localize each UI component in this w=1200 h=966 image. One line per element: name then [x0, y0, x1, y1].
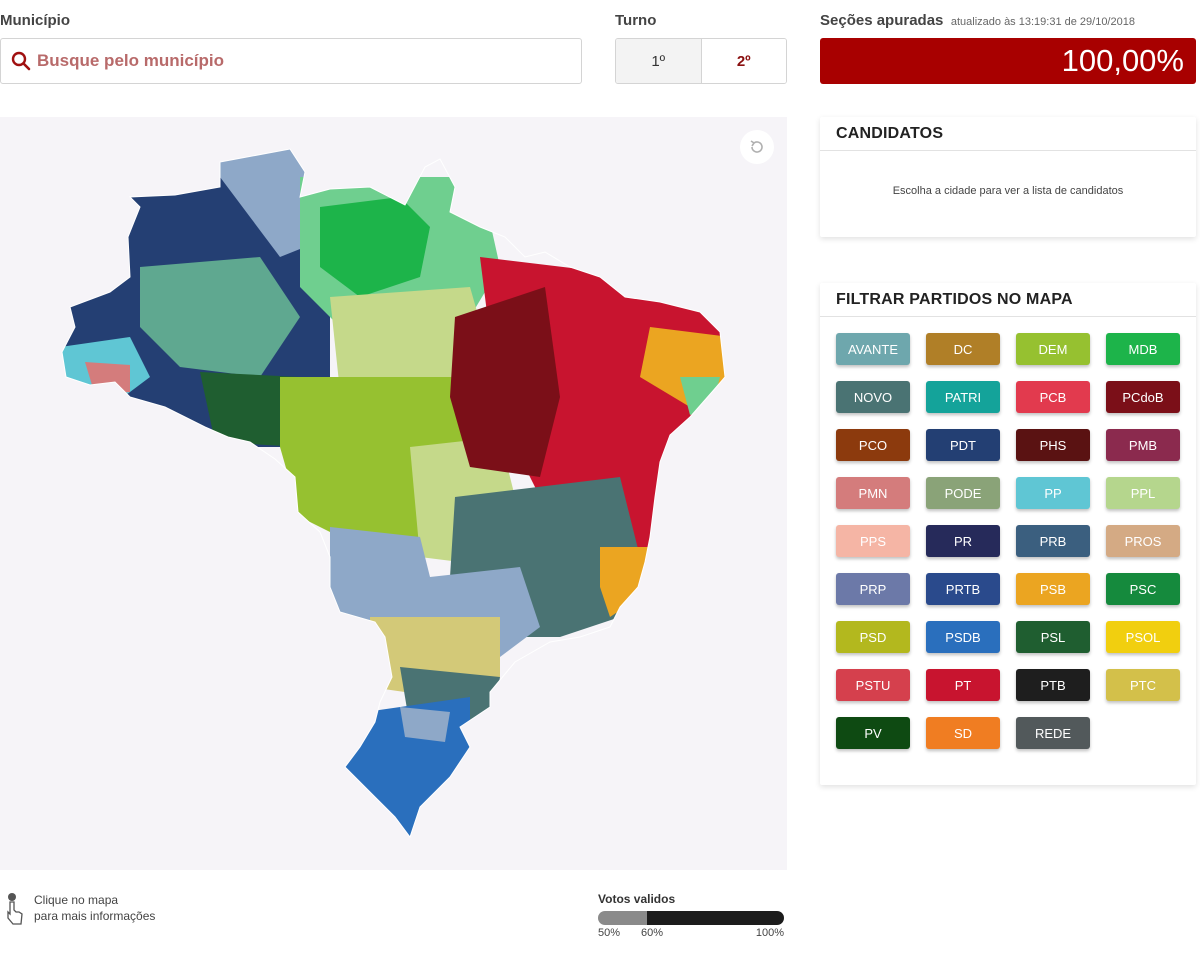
party-filter-pt[interactable]: PT: [926, 669, 1000, 701]
party-filter-ptb[interactable]: PTB: [1016, 669, 1090, 701]
party-filter-pr[interactable]: PR: [926, 525, 1000, 557]
map-region-rs[interactable]: [330, 697, 470, 847]
party-filter-novo[interactable]: NOVO: [836, 381, 910, 413]
filtro-title: FILTRAR PARTIDOS NO MAPA: [820, 283, 1196, 317]
hint-line-2: para mais informações: [34, 909, 156, 923]
votos-title: Votos validos: [598, 892, 676, 906]
secoes-header: Seções apuradas atualizado às 13:19:31 d…: [820, 12, 1135, 30]
votos-scale-high: [647, 911, 784, 925]
turno-2-button[interactable]: 2º: [701, 39, 786, 83]
party-filter-ppl[interactable]: PPL: [1106, 477, 1180, 509]
refresh-icon: [750, 140, 763, 153]
reset-view-button[interactable]: [740, 130, 774, 164]
map-region-ms[interactable]: [330, 527, 440, 637]
party-filter-patri[interactable]: PATRI: [926, 381, 1000, 413]
party-filter-dem[interactable]: DEM: [1016, 333, 1090, 365]
party-filter-pv[interactable]: PV: [836, 717, 910, 749]
secoes-progress: 100,00%: [820, 38, 1196, 84]
votos-scale-low: [598, 911, 647, 925]
party-filter-pp[interactable]: PP: [1016, 477, 1090, 509]
map-region-amapa[interactable]: [320, 197, 430, 297]
filtro-card: FILTRAR PARTIDOS NO MAPA AVANTE DC DEM MDB N…: [820, 283, 1196, 785]
party-filter-psl[interactable]: PSL: [1016, 621, 1090, 653]
party-filter-pmn[interactable]: PMN: [836, 477, 910, 509]
party-filter-pdt[interactable]: PDT: [926, 429, 1000, 461]
party-filter-prb[interactable]: PRB: [1016, 525, 1090, 557]
party-filter-psdb[interactable]: PSDB: [926, 621, 1000, 653]
party-filter-pps[interactable]: PPS: [836, 525, 910, 557]
party-filter-pmb[interactable]: PMB: [1106, 429, 1180, 461]
votos-ticks: 50% 60% 100%: [598, 927, 784, 941]
votos-tick-50: 50%: [598, 927, 621, 939]
votos-legend: Votos validos 50% 60% 100%: [598, 892, 784, 941]
party-filter-psb[interactable]: PSB: [1016, 573, 1090, 605]
party-filter-psol[interactable]: PSOL: [1106, 621, 1180, 653]
party-filter-mdb[interactable]: MDB: [1106, 333, 1180, 365]
party-filter-pcb[interactable]: PCB: [1016, 381, 1090, 413]
search-icon: [11, 51, 31, 71]
party-filter-pstu[interactable]: PSTU: [836, 669, 910, 701]
party-filter-pcdob[interactable]: PCdoB: [1106, 381, 1180, 413]
municipio-label: Município: [0, 12, 70, 29]
map-region-amazonas-east[interactable]: [140, 257, 300, 377]
candidatos-message: Escolha a cidade para ver a lista de can…: [892, 185, 1124, 197]
hint-text: Clique no mapa para mais informações: [34, 892, 155, 926]
hint-line-1: Clique no mapa: [34, 893, 119, 907]
party-filter-pode[interactable]: PODE: [926, 477, 1000, 509]
secoes-label: Seções apuradas: [820, 12, 944, 29]
turno-toggle: 1º 2º: [615, 38, 787, 84]
party-filter-ptc[interactable]: PTC: [1106, 669, 1180, 701]
candidatos-card: CANDIDATOS Escolha a cidade para ver a l…: [820, 117, 1196, 237]
party-filter-rede[interactable]: REDE: [1016, 717, 1090, 749]
party-filter-psd[interactable]: PSD: [836, 621, 910, 653]
turno-1-button[interactable]: 1º: [616, 39, 702, 83]
brazil-map[interactable]: [0, 117, 787, 870]
search-box[interactable]: [0, 38, 582, 84]
party-filter-sd[interactable]: SD: [926, 717, 1000, 749]
turno-label: Turno: [615, 12, 657, 29]
secoes-updated: atualizado às 13:19:31 de 29/10/2018: [950, 16, 1135, 28]
party-filter-prtb[interactable]: PRTB: [926, 573, 1000, 605]
party-filter-pros[interactable]: PROS: [1106, 525, 1180, 557]
map-panel[interactable]: [0, 117, 787, 870]
map-region-para-south[interactable]: [330, 287, 490, 397]
party-filter-dc[interactable]: DC: [926, 333, 1000, 365]
party-filter-avante[interactable]: AVANTE: [836, 333, 910, 365]
party-filter-psc[interactable]: PSC: [1106, 573, 1180, 605]
votos-tick-100: 100%: [755, 927, 784, 939]
map-region-maranhao-piaui[interactable]: [450, 287, 560, 477]
map-region-rondonia[interactable]: [200, 372, 300, 447]
search-input[interactable]: [37, 51, 557, 71]
votos-tick-60: 60%: [641, 927, 664, 939]
votos-scale-bar: [598, 911, 784, 925]
map-region-rs-north[interactable]: [400, 707, 450, 742]
map-regions[interactable]: [0, 117, 730, 847]
map-region-es[interactable]: [600, 547, 650, 617]
party-filter-grid: AVANTE DC DEM MDB NOVO PATRI PCB PCdoB PCO PDT PHS…: [820, 317, 1196, 757]
party-filter-pco[interactable]: PCO: [836, 429, 910, 461]
pointer-hand-icon: [7, 893, 23, 925]
map-hint: Clique no mapa para mais informações: [6, 892, 155, 926]
candidatos-title: CANDIDATOS: [820, 117, 1196, 151]
party-filter-phs[interactable]: PHS: [1016, 429, 1090, 461]
party-filter-prp[interactable]: PRP: [836, 573, 910, 605]
